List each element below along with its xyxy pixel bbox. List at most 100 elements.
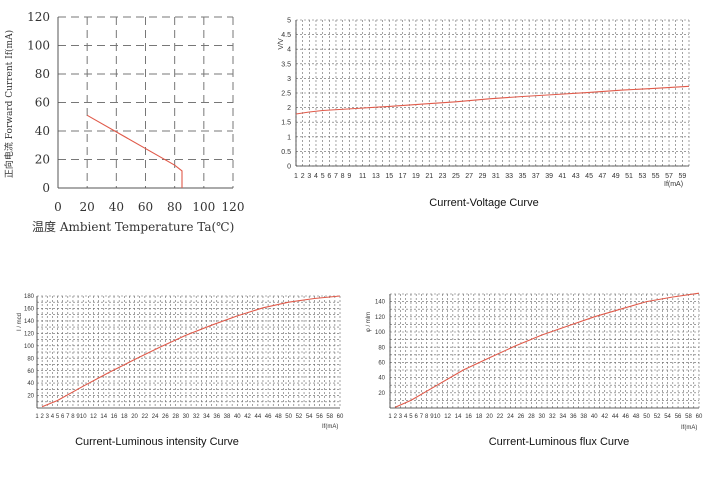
x-tick-label: 9: [347, 173, 351, 180]
x-tick-label: 55: [652, 173, 660, 180]
x-tick-label: 36: [213, 414, 220, 420]
x-tick-label: 30: [539, 414, 546, 420]
x-tick-label: 7: [420, 414, 424, 420]
x-tick-label: 37: [532, 173, 540, 180]
current-intensity-x-axis-label: If(mA): [322, 424, 338, 430]
x-tick-label: 12: [444, 414, 451, 420]
x-tick-label: 41: [559, 173, 567, 180]
y-tick-label: 180: [24, 294, 35, 300]
x-tick-label: 6: [327, 173, 331, 180]
y-tick-label: 100: [24, 344, 35, 350]
x-tick-label: 8: [341, 173, 345, 180]
current-flux-gridlines: [389, 293, 700, 409]
current-voltage-y-axis-label: V/V: [278, 38, 285, 50]
series-line: [86, 114, 183, 188]
x-tick-label: 100: [192, 200, 215, 214]
current-flux-x-axis-label: If(mA): [681, 425, 697, 431]
current-voltage-gridlines: [295, 19, 690, 167]
x-tick-label: 38: [580, 414, 587, 420]
series-line: [41, 295, 341, 408]
x-tick-label: 13: [372, 173, 380, 180]
x-tick-label: 6: [61, 414, 65, 420]
x-tick-label: 16: [465, 414, 472, 420]
x-tick-label: 20: [80, 200, 95, 214]
x-tick-label: 3: [399, 414, 403, 420]
x-tick-label: 10: [434, 414, 441, 420]
current-flux-chart: 1 2 3 4 5 6 7 8 9 10 12 14 16 18 20 22 24 26 28 30 32 34 36 38 4…: [366, 292, 703, 448]
y-tick-label: 60: [27, 369, 34, 375]
x-tick-label: 46: [622, 414, 629, 420]
x-tick-label: 34: [203, 414, 210, 420]
x-tick-label: 2: [394, 414, 398, 420]
x-tick-label: 27: [465, 173, 473, 180]
x-tick-label: 14: [455, 414, 462, 420]
y-tick-label: 120: [27, 10, 50, 24]
x-tick-label: 29: [479, 173, 487, 180]
x-tick-label: 44: [612, 414, 619, 420]
current-voltage-chart: 1 2 3 4 5 6 7 8 9 11 13 15 17 19 21 23 25 27 29 31 33 35 37 39 4…: [278, 17, 690, 209]
x-tick-label: 25: [452, 173, 460, 180]
x-tick-label: 18: [121, 414, 128, 420]
y-tick-label: 140: [375, 300, 386, 306]
x-tick-label: 36: [570, 414, 577, 420]
x-tick-label: 45: [585, 173, 593, 180]
derating-tick-labels: 0 20 40 60 80 100 120 0 20 40 60 80 100 120: [27, 10, 244, 214]
x-tick-label: 6: [415, 414, 419, 420]
x-tick-label: 8: [425, 414, 429, 420]
y-tick-label: 80: [27, 356, 34, 362]
x-tick-label: 34: [559, 414, 566, 420]
x-tick-label: 16: [111, 414, 118, 420]
derating-chart: 0 20 40 60 80 100 120 0 20 40 60 80 100 120 温度 Ambien…: [3, 10, 244, 234]
x-tick-label: 59: [678, 173, 686, 180]
x-tick-label: 58: [326, 414, 333, 420]
x-tick-label: 39: [545, 173, 553, 180]
current-voltage-x-axis-label: If(mA): [664, 181, 683, 188]
x-tick-label: 40: [234, 414, 241, 420]
x-tick-label: 2: [301, 173, 305, 180]
x-tick-label: 12: [90, 414, 97, 420]
y-tick-label: 100: [375, 330, 386, 336]
x-tick-label: 20: [131, 414, 138, 420]
x-tick-label: 56: [316, 414, 323, 420]
x-tick-label: 44: [254, 414, 261, 420]
x-tick-label: 50: [643, 414, 650, 420]
current-flux-series: [394, 292, 700, 408]
x-tick-label: 9: [76, 414, 80, 420]
current-voltage-series: [295, 85, 690, 115]
x-tick-label: 4: [404, 414, 408, 420]
x-tick-label: 48: [275, 414, 282, 420]
x-tick-label: 53: [638, 173, 646, 180]
x-tick-label: 35: [519, 173, 527, 180]
x-tick-label: 8: [71, 414, 75, 420]
y-tick-label: 4.5: [281, 32, 291, 39]
x-tick-label: 31: [492, 173, 500, 180]
current-intensity-tick-labels: 1 2 3 4 5 6 7 8 9 10 12 14 16 18 20 22 24 26 28 30 32 34 36 38 4…: [24, 294, 344, 420]
current-intensity-y-axis-label: I / mcd: [17, 313, 23, 331]
y-tick-label: 0.5: [281, 149, 291, 156]
x-tick-label: 18: [476, 414, 483, 420]
x-tick-label: 32: [193, 414, 200, 420]
x-tick-label: 4: [314, 173, 318, 180]
x-tick-label: 26: [162, 414, 169, 420]
x-tick-label: 1: [35, 414, 39, 420]
x-tick-label: 22: [497, 414, 504, 420]
x-tick-label: 7: [66, 414, 70, 420]
x-tick-label: 47: [599, 173, 607, 180]
x-tick-label: 60: [138, 200, 153, 214]
x-tick-label: 3: [307, 173, 311, 180]
y-tick-label: 4: [287, 47, 291, 54]
current-flux-y-axis-label: φ / mlm: [366, 312, 372, 332]
y-tick-label: 120: [24, 331, 35, 337]
current-voltage-title: Current-Voltage Curve: [429, 197, 538, 209]
x-tick-label: 43: [572, 173, 580, 180]
y-tick-label: 100: [27, 39, 50, 53]
x-tick-label: 52: [296, 414, 303, 420]
derating-gridlines: [57, 16, 234, 189]
y-tick-label: 80: [35, 67, 50, 81]
x-tick-label: 7: [334, 173, 338, 180]
y-tick-label: 80: [378, 345, 385, 351]
derating-y-axis-label: 正向电流 Forward Current If(mA): [3, 30, 15, 178]
x-tick-label: 58: [685, 414, 692, 420]
derating-x-axis-label: 温度 Ambient Temperature Ta(℃): [32, 219, 234, 234]
x-tick-label: 14: [100, 414, 107, 420]
